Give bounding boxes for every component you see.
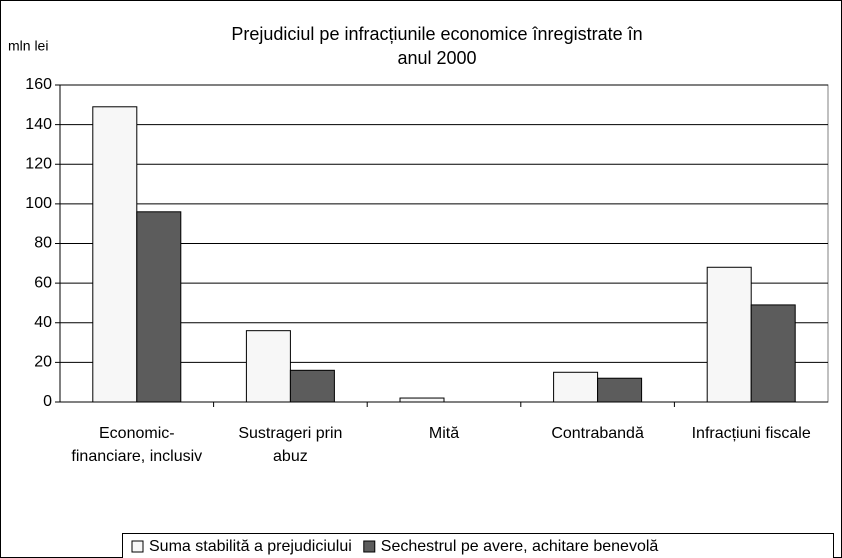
bar — [136, 211, 182, 403]
y-tick-label: 80 — [34, 235, 52, 252]
y-tick-label: 160 — [25, 76, 52, 93]
x-tick-label: Infracțiuni fiscale — [691, 425, 811, 442]
bar — [289, 369, 335, 403]
x-tick-label: Economic-financiare, inclusiv — [71, 425, 203, 465]
y-tick-label: 0 — [43, 393, 52, 410]
bar — [245, 330, 291, 403]
bar — [553, 371, 599, 403]
x-tick-label: Mită — [428, 425, 460, 442]
legend-swatch — [363, 540, 376, 553]
legend-label: Sechestrul pe avere, achitare benevolă — [381, 538, 659, 555]
y-tick-label: 40 — [34, 314, 52, 331]
y-axis-label: mln lei — [8, 38, 48, 54]
y-tick-label: 100 — [25, 195, 52, 212]
bar — [92, 106, 138, 403]
bar — [706, 266, 752, 403]
legend-swatch — [131, 540, 144, 553]
bar — [750, 304, 796, 403]
x-tick-label: Sustrageri prin abuz — [238, 425, 343, 465]
bar — [399, 397, 445, 403]
y-tick-label: 60 — [34, 274, 52, 291]
y-tick-label: 20 — [34, 354, 52, 371]
x-tick-label: Contrabandă — [551, 425, 644, 442]
legend-label: Suma stabilită a prejudiciului — [149, 538, 352, 555]
y-tick-label: 120 — [25, 155, 52, 172]
bar — [597, 377, 643, 403]
chart-title: Prejudiciul pe infracțiunile economice î… — [231, 24, 643, 68]
y-tick-label: 140 — [25, 116, 52, 133]
legend-box — [122, 533, 834, 558]
